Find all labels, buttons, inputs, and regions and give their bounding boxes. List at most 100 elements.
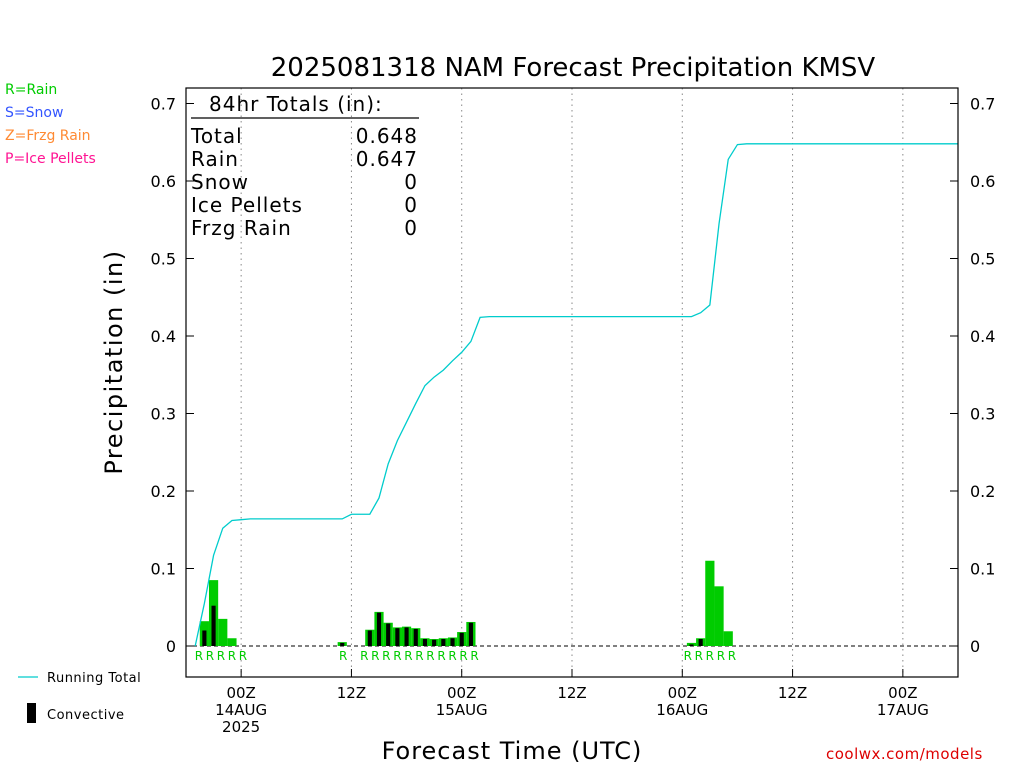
precip-type-mark: R — [228, 649, 236, 663]
precip-type-mark: R — [728, 649, 736, 663]
y-tick-label-right: 0.1 — [970, 560, 995, 579]
y-tick-label: 0.3 — [151, 405, 176, 424]
convective-legend-swatch — [27, 703, 36, 723]
precip-bar — [218, 618, 228, 646]
precip-bar — [723, 631, 733, 646]
totals-row-value: 0 — [404, 170, 418, 194]
y-axis-right: 0 0.1 0.2 0.3 0.4 0.5 0.6 0.7 — [950, 95, 995, 656]
precip-type-mark: R — [339, 649, 347, 663]
precip-type-mark: R — [437, 649, 445, 663]
precip-type-mark: R — [360, 649, 368, 663]
precip-bar — [714, 586, 724, 646]
hourly-bars — [199, 560, 733, 646]
series-legend: Running Total Convective — [18, 671, 141, 723]
totals-row-value: 0 — [404, 193, 418, 217]
y-tick-label: 0.1 — [151, 560, 176, 579]
convective-bar — [404, 627, 409, 646]
running-total-legend-label: Running Total — [47, 671, 141, 686]
x-tick-label: 15AUG — [436, 701, 488, 719]
y-tick-label-right: 0.5 — [970, 250, 995, 269]
y-tick-label: 0.5 — [151, 250, 176, 269]
running-total-line — [194, 143, 958, 647]
x-tick-label: 00Z — [668, 684, 697, 702]
y-tick-label: 0.6 — [151, 172, 176, 191]
precip-type-mark: R — [415, 649, 423, 663]
precip-bar — [227, 638, 237, 646]
precip-type-mark: R — [382, 649, 390, 663]
x-tick-label: 12Z — [557, 684, 586, 702]
x-tick-label: 2025 — [222, 718, 260, 736]
y-tick-label-right: 0 — [970, 637, 980, 656]
totals-box: 84hr Totals (in): Total 0.648 Rain 0.647 Sno… — [190, 92, 419, 240]
precip-type-mark: R — [195, 649, 203, 663]
totals-row-value: 0.648 — [356, 124, 418, 148]
x-tick-label: 00Z — [447, 684, 476, 702]
totals-row-label: Rain — [191, 147, 239, 171]
convective-bar — [211, 605, 216, 646]
precip-type-mark: R — [206, 649, 214, 663]
precip-type-legend-item: R=Rain — [5, 82, 58, 98]
precip-type-mark: R — [239, 649, 247, 663]
totals-header: 84hr Totals (in): — [209, 92, 383, 116]
y-tick-label-right: 0.7 — [970, 95, 995, 114]
totals-row-value: 0 — [404, 216, 418, 240]
convective-bar — [376, 612, 382, 646]
convective-bar — [689, 644, 694, 646]
precip-type-mark: R — [217, 649, 225, 663]
precip-type-mark: R — [393, 649, 401, 663]
precip-type-mark: R — [448, 649, 456, 663]
precip-bar — [705, 560, 715, 646]
precip-type-legend-item: P=Ice Pellets — [5, 151, 96, 167]
precip-type-legend-item: S=Snow — [5, 105, 64, 121]
gridlines — [240, 88, 904, 677]
totals-row-label: Ice Pellets — [191, 193, 303, 217]
precip-type-mark: R — [717, 649, 725, 663]
chart-title: 2025081318 NAM Forecast Precipitation KM… — [271, 53, 876, 83]
x-tick-label: 12Z — [337, 684, 366, 702]
x-tick-label: 17AUG — [877, 701, 929, 719]
totals-row-label: Total — [190, 124, 243, 148]
y-tick-label-right: 0.6 — [970, 172, 995, 191]
convective-bar — [432, 639, 437, 646]
convective-bar — [698, 639, 703, 646]
totals-row-label: Snow — [191, 170, 249, 194]
precip-type-mark: R — [404, 649, 412, 663]
convective-legend-label: Convective — [47, 708, 125, 723]
precip-type-mark: R — [706, 649, 714, 663]
x-tick-label: 12Z — [778, 684, 807, 702]
y-axis-left: 0 0.1 0.2 0.3 0.4 0.5 0.6 0.7 — [151, 95, 194, 656]
totals-row-label: Frzg Rain — [191, 216, 292, 240]
convective-bar — [468, 622, 473, 646]
convective-bar — [367, 630, 372, 646]
convective-bar — [422, 639, 428, 646]
y-tick-label: 0.4 — [151, 327, 176, 346]
x-tick-label: 00Z — [888, 684, 917, 702]
x-tick-label: 00Z — [226, 684, 255, 702]
convective-bar — [386, 623, 391, 646]
convective-bar — [450, 638, 455, 646]
precip-type-mark: R — [371, 649, 379, 663]
precip-type-mark: R — [459, 649, 467, 663]
convective-bar — [441, 639, 446, 646]
convective-bars — [202, 605, 703, 646]
convective-bar — [340, 642, 345, 646]
convective-bar — [459, 632, 464, 646]
y-tick-label-right: 0.3 — [970, 405, 995, 424]
totals-row-value: 0.647 — [356, 147, 418, 171]
y-tick-label: 0 — [166, 637, 176, 656]
y-tick-label-right: 0.2 — [970, 482, 995, 501]
convective-bar — [202, 630, 207, 646]
precip-type-mark: R — [470, 649, 478, 663]
x-axis-label: Forecast Time (UTC) — [382, 737, 643, 765]
x-tick-label: 16AUG — [656, 701, 708, 719]
y-tick-label: 0.7 — [151, 95, 176, 114]
precip-type-mark: R — [426, 649, 434, 663]
y-axis-label: Precipitation (in) — [100, 249, 128, 474]
y-tick-label: 0.2 — [151, 482, 176, 501]
convective-bar — [395, 628, 400, 646]
precip-type-mark: R — [684, 649, 692, 663]
watermark: coolwx.com/models — [826, 745, 983, 763]
